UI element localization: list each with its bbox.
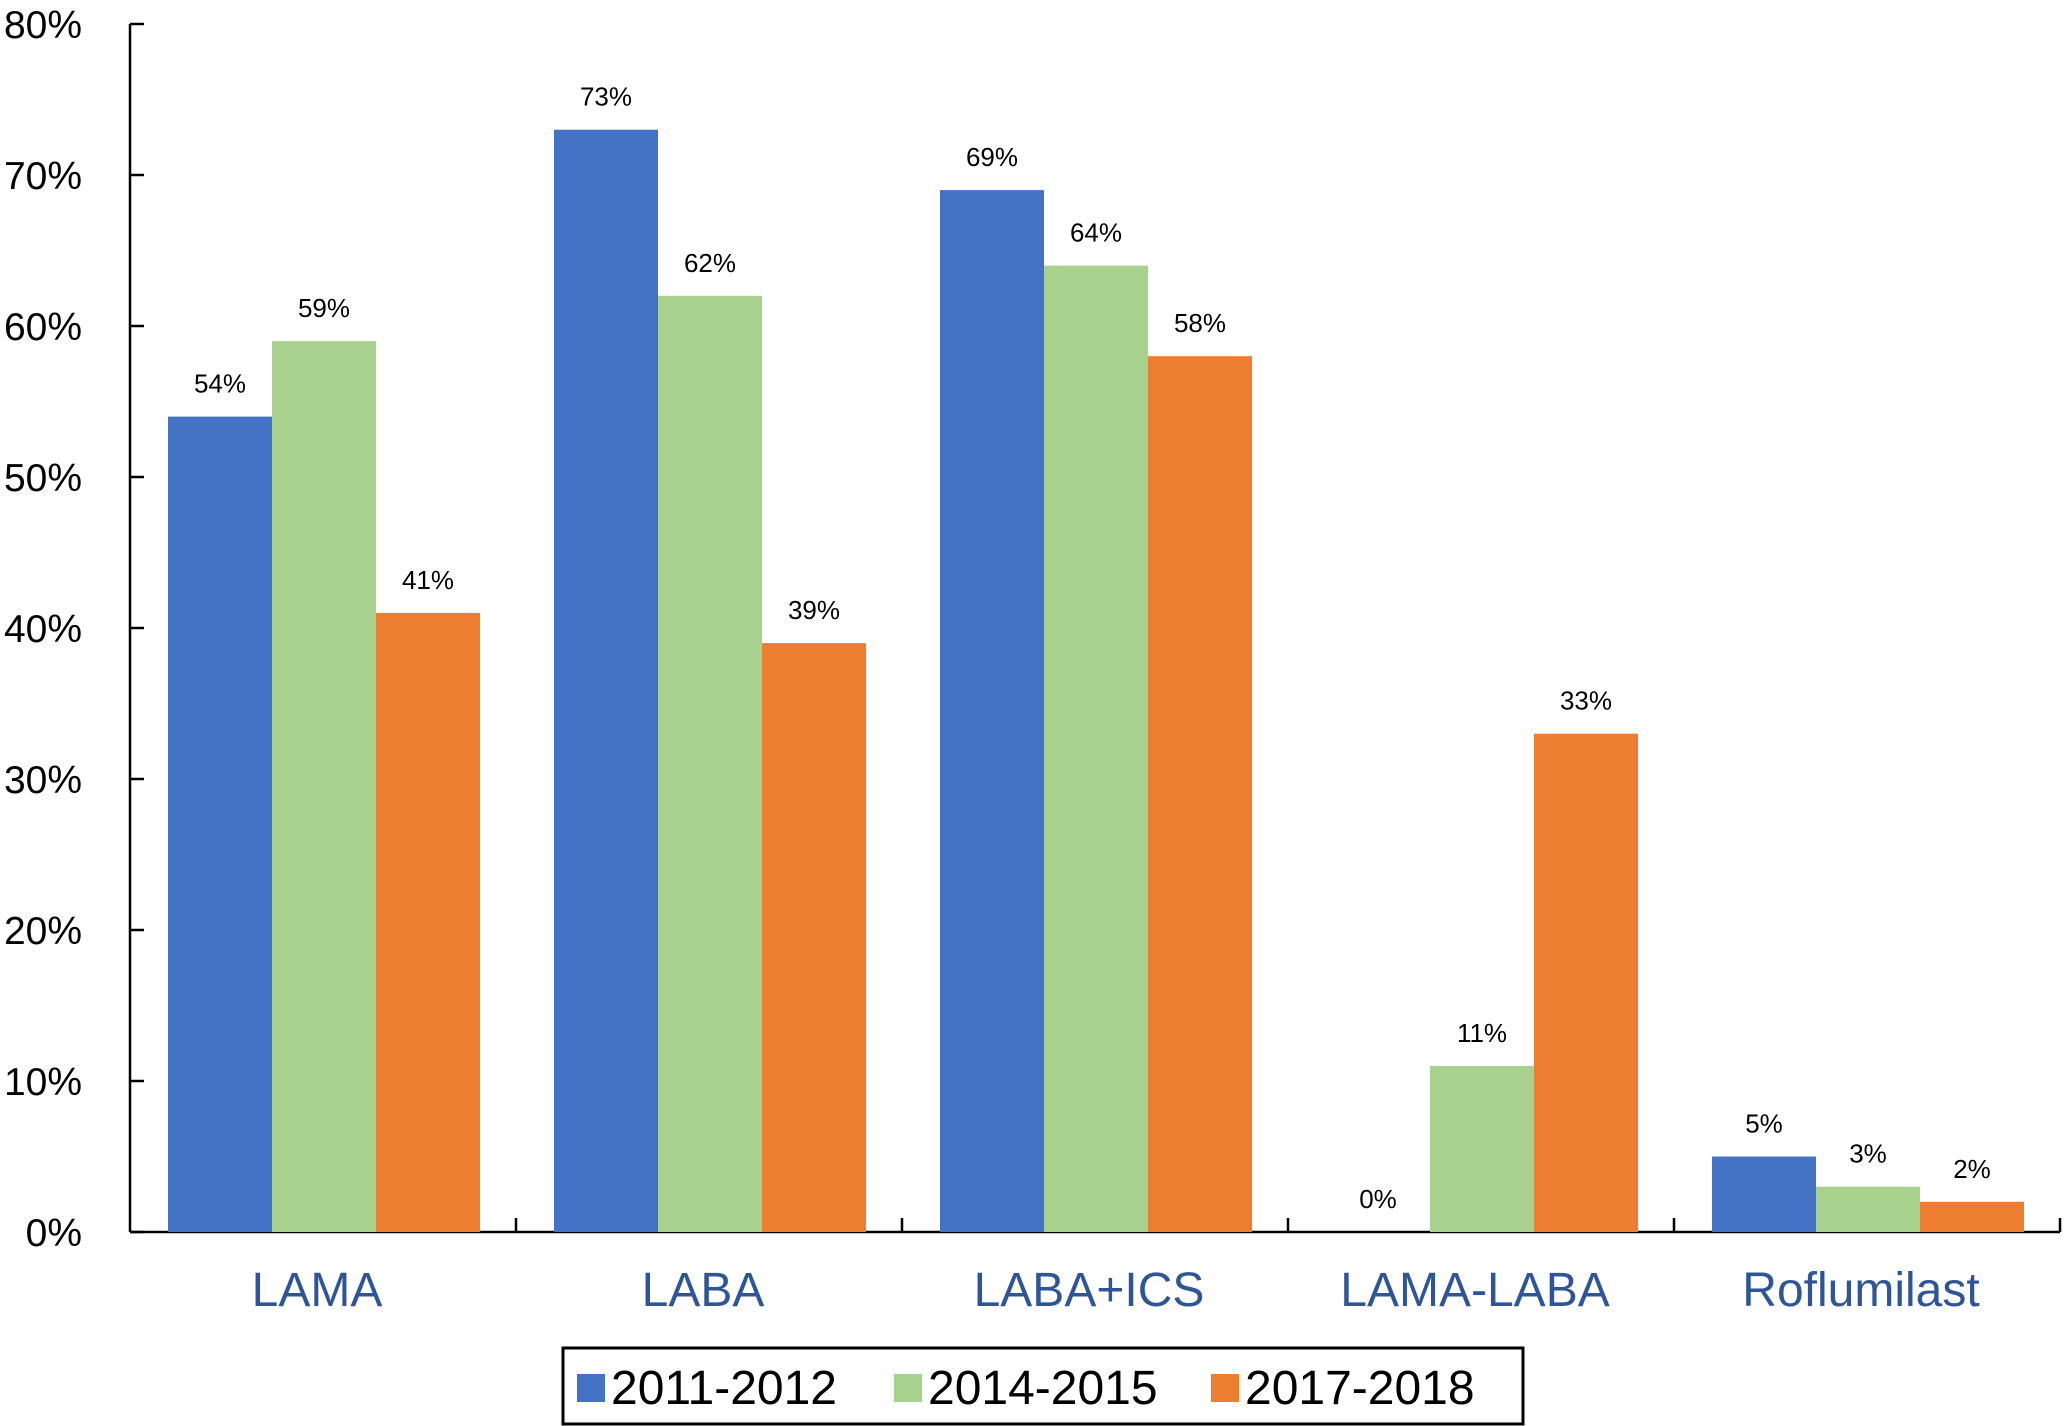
bar-2017-2018-LAMA-LABA	[1534, 733, 1638, 1232]
bar-2014-2015-LABA+ICS	[1044, 265, 1148, 1233]
data-label: 59%	[298, 293, 350, 323]
bar-2014-2015-LAMA-LABA	[1430, 1065, 1534, 1232]
y-tick-label: 80%	[4, 4, 82, 47]
y-tick-label: 60%	[4, 306, 82, 349]
bar-2017-2018-LAMA	[376, 612, 480, 1232]
data-label: 2%	[1953, 1154, 1991, 1184]
bar-2014-2015-Roflumilast	[1816, 1186, 1920, 1232]
legend-swatch	[577, 1374, 605, 1402]
data-label: 39%	[788, 595, 840, 625]
data-label: 33%	[1560, 686, 1612, 716]
axes: 0% 10% 20% 30% 40% 50% 60% 70% 80% LAMA LABA LABA+I…	[4, 4, 2062, 1317]
data-label: 0%	[1359, 1184, 1397, 1214]
bar-2011-2012-Roflumilast	[1712, 1156, 1816, 1232]
bars	[168, 129, 2024, 1233]
category-label: LABA+ICS	[974, 1264, 1205, 1317]
y-tick-label: 70%	[4, 155, 82, 198]
data-label: 3%	[1849, 1139, 1887, 1169]
y-tick-label: 10%	[4, 1061, 82, 1104]
bar-2011-2012-LABA	[554, 129, 658, 1233]
category-label: LAMA-LABA	[1340, 1264, 1609, 1317]
bar-2014-2015-LABA	[658, 295, 762, 1232]
data-label: 58%	[1174, 308, 1226, 338]
y-tick-label: 0%	[26, 1212, 82, 1255]
category-label: Roflumilast	[1742, 1264, 1979, 1317]
y-tick-label: 50%	[4, 457, 82, 500]
y-tick-label: 40%	[4, 608, 82, 651]
bar-2014-2015-LAMA	[272, 341, 376, 1233]
bar-2017-2018-LABA+ICS	[1148, 356, 1252, 1232]
legend-swatch	[894, 1374, 922, 1402]
legend-box	[561, 1346, 1525, 1426]
bar-2017-2018-Roflumilast	[1920, 1201, 2024, 1232]
data-label: 64%	[1070, 218, 1122, 248]
category-label: LAMA	[252, 1264, 383, 1317]
y-tick-label: 20%	[4, 910, 82, 953]
bar-2017-2018-LABA	[762, 643, 866, 1232]
data-label: 11%	[1457, 1018, 1507, 1048]
data-labels: 54% 59% 41% 73% 62% 39% 69% 64% 58% 0% 11% 33% 5% 3% 2…	[194, 82, 1991, 1214]
legend: 2011-2012 2014-2015 2017-2018	[561, 1346, 1525, 1426]
data-label: 41%	[402, 565, 454, 595]
category-label: LABA	[642, 1264, 765, 1317]
legend-label: 2014-2015	[928, 1362, 1158, 1415]
data-label: 62%	[684, 248, 736, 278]
y-tick-label: 30%	[4, 759, 82, 802]
data-label: 69%	[966, 142, 1018, 172]
bar-2011-2012-LAMA	[168, 416, 272, 1233]
data-label: 73%	[580, 82, 632, 112]
bar-2011-2012-LABA+ICS	[940, 190, 1044, 1233]
legend-label: 2011-2012	[611, 1362, 837, 1415]
data-label: 5%	[1745, 1109, 1783, 1139]
data-label: 54%	[194, 369, 246, 399]
legend-label: 2017-2018	[1245, 1362, 1475, 1415]
legend-swatch	[1211, 1374, 1239, 1402]
